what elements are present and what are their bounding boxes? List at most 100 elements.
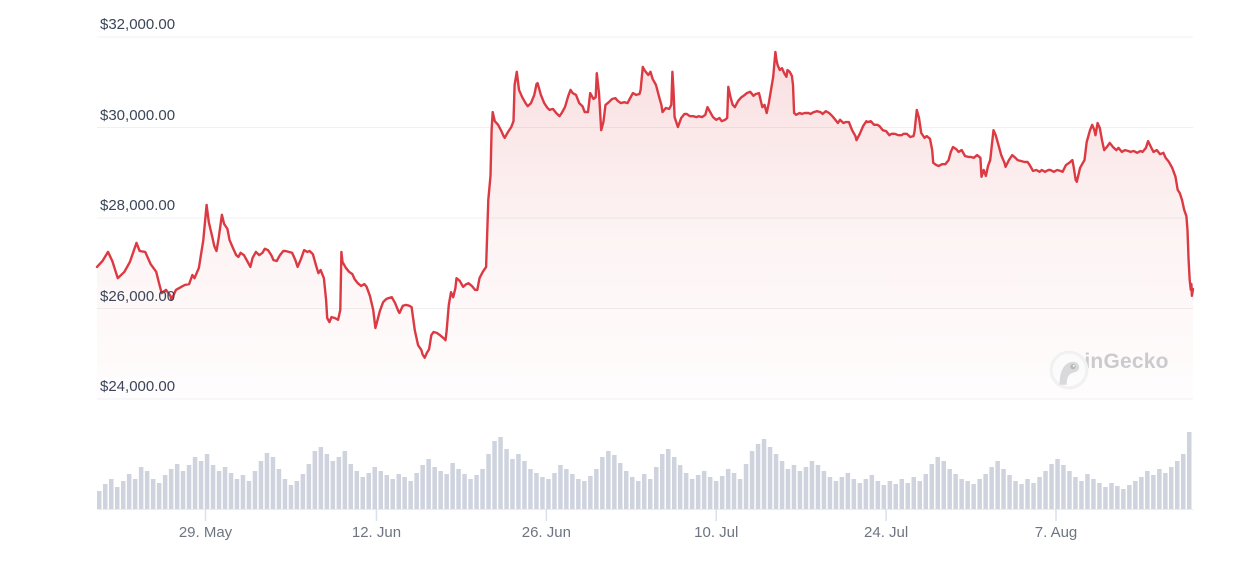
volume-bar[interactable] [857, 483, 863, 509]
volume-bar[interactable] [893, 484, 899, 509]
volume-bar[interactable] [168, 469, 174, 509]
volume-bar[interactable] [743, 464, 749, 509]
volume-bar[interactable] [576, 479, 581, 509]
volume-bar[interactable] [618, 463, 623, 509]
volume-bar[interactable] [1013, 481, 1018, 509]
volume-bar[interactable] [761, 439, 767, 509]
volume-bar[interactable] [540, 477, 545, 509]
volume-bar[interactable] [941, 461, 947, 509]
volume-bar[interactable] [348, 464, 354, 509]
volume-bar[interactable] [749, 451, 755, 509]
volume-bar[interactable] [1163, 473, 1168, 509]
volume-bar[interactable] [144, 471, 150, 509]
volume-bar[interactable] [851, 479, 857, 509]
volume-bar[interactable] [528, 469, 533, 509]
volume-bar[interactable] [845, 473, 851, 509]
volume-bar[interactable] [905, 483, 911, 509]
volume-bar[interactable] [360, 477, 366, 509]
volume-bar[interactable] [983, 474, 988, 509]
volume-bar[interactable] [965, 481, 970, 509]
volume-bar[interactable] [1085, 474, 1090, 509]
volume-bar[interactable] [510, 459, 515, 509]
volume-bar[interactable] [995, 461, 1000, 509]
volume-bar[interactable] [288, 485, 294, 509]
volume-bar[interactable] [1043, 471, 1048, 509]
volume-bar[interactable] [600, 457, 605, 509]
volume-bar[interactable] [683, 473, 689, 509]
volume-bar[interactable] [797, 471, 803, 509]
volume-bar[interactable] [989, 467, 994, 509]
volume-bar[interactable] [1127, 485, 1132, 509]
volume-bar[interactable] [126, 474, 132, 509]
volume-bar[interactable] [654, 467, 659, 509]
volume-bar[interactable] [827, 477, 833, 509]
volume-bar[interactable] [336, 457, 342, 509]
volume-bar[interactable] [1049, 464, 1054, 509]
volume-bar[interactable] [342, 451, 348, 509]
volume-bar[interactable] [719, 476, 725, 509]
volume-bar[interactable] [1079, 481, 1084, 509]
volume-bar[interactable] [809, 461, 815, 509]
volume-bar[interactable] [462, 474, 467, 509]
volume-bar[interactable] [815, 465, 821, 509]
volume-bars[interactable] [97, 432, 1192, 509]
volume-bar[interactable] [839, 477, 845, 509]
volume-bar[interactable] [132, 479, 138, 509]
volume-bar[interactable] [402, 477, 407, 509]
volume-bar[interactable] [707, 477, 713, 509]
volume-bar[interactable] [252, 471, 258, 509]
volume-bar[interactable] [222, 467, 228, 509]
volume-bar[interactable] [833, 481, 839, 509]
volume-bar[interactable] [240, 475, 246, 509]
volume-bar[interactable] [1187, 432, 1192, 509]
volume-bar[interactable] [881, 485, 887, 509]
volume-bar[interactable] [456, 469, 461, 509]
volume-bar[interactable] [1169, 467, 1174, 509]
volume-bar[interactable] [1175, 461, 1180, 509]
volume-bar[interactable] [192, 457, 198, 509]
volume-bar[interactable] [1151, 475, 1156, 509]
volume-bar[interactable] [504, 449, 509, 509]
volume-bar[interactable] [558, 465, 563, 509]
volume-bar[interactable] [773, 454, 779, 509]
volume-bar[interactable] [594, 469, 599, 509]
volume-bar[interactable] [186, 465, 192, 509]
volume-bar[interactable] [324, 454, 330, 509]
volume-bar[interactable] [492, 441, 497, 509]
volume-bar[interactable] [612, 455, 617, 509]
volume-bar[interactable] [174, 464, 180, 509]
volume-bar[interactable] [378, 471, 384, 509]
volume-bar[interactable] [588, 476, 593, 509]
volume-bar[interactable] [1121, 489, 1126, 509]
volume-bar[interactable] [570, 474, 575, 509]
volume-bar[interactable] [636, 481, 641, 509]
volume-bar[interactable] [971, 484, 976, 509]
volume-bar[interactable] [887, 481, 893, 509]
volume-bar[interactable] [318, 447, 324, 509]
volume-bar[interactable] [1133, 481, 1138, 509]
volume-bar[interactable] [677, 465, 683, 509]
volume-bar[interactable] [911, 477, 917, 509]
volume-bar[interactable] [306, 464, 312, 509]
volume-bar[interactable] [1019, 484, 1024, 509]
volume-bar[interactable] [1103, 487, 1108, 509]
volume-bar[interactable] [522, 461, 527, 509]
volume-bar[interactable] [210, 465, 216, 509]
volume-bar[interactable] [228, 473, 234, 509]
volume-bar[interactable] [923, 474, 929, 509]
volume-bar[interactable] [276, 469, 282, 509]
volume-bar[interactable] [785, 469, 791, 509]
volume-bar[interactable] [1061, 465, 1066, 509]
volume-bar[interactable] [270, 457, 276, 509]
volume-bar[interactable] [198, 461, 204, 509]
volume-bar[interactable] [689, 479, 695, 509]
volume-bar[interactable] [534, 473, 539, 509]
volume-bar[interactable] [546, 479, 551, 509]
volume-bar[interactable] [713, 481, 719, 509]
volume-bar[interactable] [791, 465, 797, 509]
volume-bar[interactable] [606, 451, 611, 509]
volume-bar[interactable] [486, 454, 491, 509]
volume-bar[interactable] [1025, 479, 1030, 509]
volume-bar[interactable] [282, 479, 288, 509]
volume-bar[interactable] [264, 453, 270, 509]
